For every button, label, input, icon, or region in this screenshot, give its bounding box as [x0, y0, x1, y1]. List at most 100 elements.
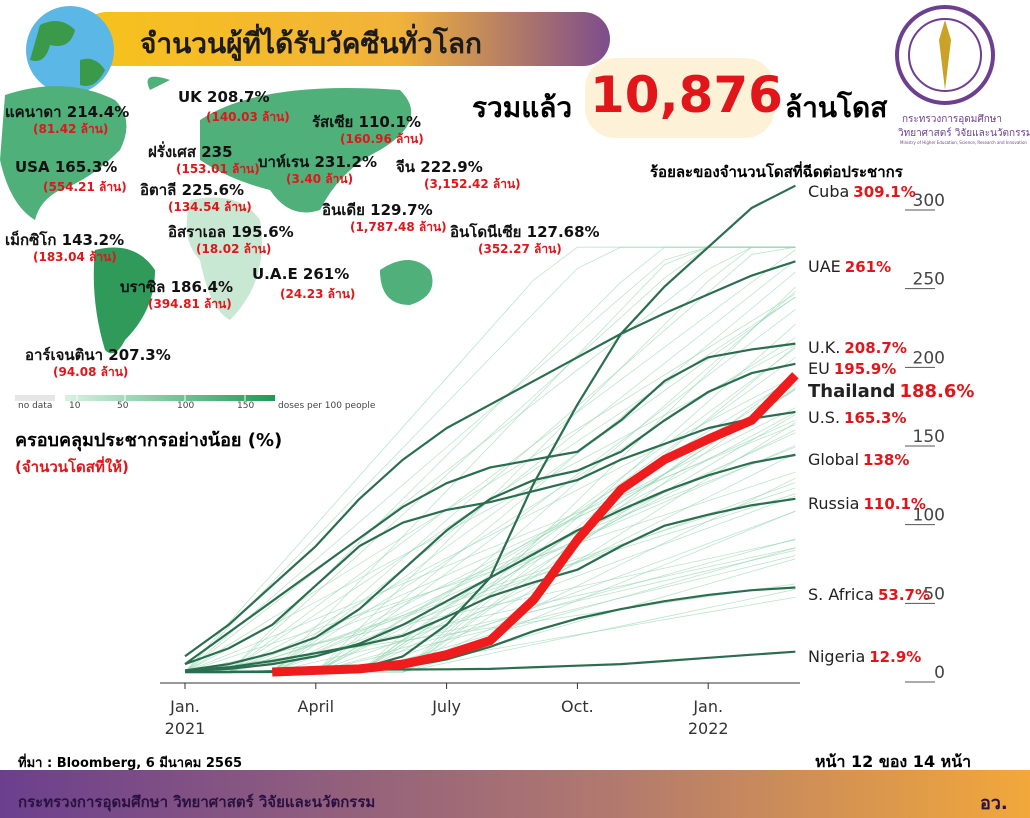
header-bar — [80, 12, 610, 66]
country-doses: (1,787.48 ล้าน) — [350, 220, 447, 234]
country-label: อินเดีย 129.7% — [322, 201, 433, 219]
map-legend-none: no data — [18, 401, 53, 411]
background-line — [185, 246, 796, 673]
logo-line: วิทยาศาสตร์ วิจัยและนวัตกรรม — [898, 128, 1030, 139]
y-tick-label: 250 — [913, 270, 945, 290]
ministry: กระทรวงการอุดมศึกษา วิทยาศาสตร์ วิจัยและ… — [18, 793, 376, 811]
country-doses: (81.42 ล้าน) — [33, 122, 109, 136]
map-legend-tick: 10 — [69, 401, 81, 411]
country-label: บาห์เรน 231.2% — [258, 153, 377, 171]
background-line — [185, 419, 796, 673]
background-line — [185, 259, 796, 673]
background-line — [184, 424, 796, 673]
background-line — [185, 432, 796, 673]
value-label: 138% — [863, 451, 909, 469]
page-number: หน้า 12 ของ 14 หน้า — [815, 752, 972, 771]
series-name: Russia — [808, 494, 859, 513]
map-eurasia — [200, 88, 412, 213]
total-value: 10,876 — [590, 66, 783, 124]
map-legend-tick: 50 — [117, 401, 129, 411]
y-tick-label: 50 — [923, 584, 945, 604]
x-tick-label: April — [297, 697, 335, 716]
country-label: เม็กซิโก 143.2% — [5, 231, 125, 249]
country-doses: (140.03 ล้าน) — [206, 110, 290, 124]
value-label: 261% — [845, 258, 891, 276]
map-legend-unit: doses per 100 people — [278, 401, 376, 411]
value-label: 53.7% — [878, 586, 930, 604]
country-doses: (3,152.42 ล้าน) — [424, 177, 521, 191]
value-label: 188.6% — [899, 381, 974, 402]
value-label: 195.9% — [834, 360, 896, 378]
country-doses: (394.81 ล้าน) — [148, 297, 232, 311]
logo-ring — [908, 18, 982, 92]
country-label: USA 165.3% — [15, 158, 118, 176]
series-name: Global — [808, 450, 859, 469]
country-label: แคนาดา 214.4% — [5, 103, 130, 121]
country-doses: (153.01 ล้าน) — [176, 162, 260, 176]
country-label: UK 208.7% — [178, 88, 270, 106]
x-tick-label: Oct. — [561, 697, 594, 716]
coverage-title: ครอบคลุมประชากรอย่างน้อย (%) — [15, 430, 283, 451]
map-south-america — [93, 247, 155, 354]
country-doses: (352.27 ล้าน) — [478, 242, 562, 256]
chart-title: ร้อยละของจำนวนโดสที่ฉีดต่อประชากร — [650, 163, 903, 181]
value-label: 165.3% — [844, 409, 906, 427]
country-doses: (554.21 ล้าน) — [43, 180, 127, 194]
y-tick-label: 100 — [913, 506, 945, 526]
background-line — [185, 407, 796, 673]
background-line — [185, 286, 796, 673]
map-australia — [380, 260, 433, 305]
country-label: U.A.E 261% — [252, 265, 350, 283]
background-line — [185, 555, 796, 673]
series-name: U.S. — [808, 408, 840, 427]
map — [0, 76, 433, 354]
background-line — [184, 344, 796, 673]
total-bg — [585, 58, 775, 138]
value-label: 12.9% — [869, 648, 921, 666]
country-label: จีน 222.9% — [396, 158, 483, 176]
country-label: อิสราเอล 195.6% — [168, 223, 294, 241]
background-line — [184, 246, 796, 673]
logo-trident — [939, 20, 951, 90]
y-tick-label: 300 — [913, 191, 945, 211]
country-doses: (24.23 ล้าน) — [280, 287, 356, 301]
map-legend-bar — [65, 395, 275, 401]
map-africa — [186, 197, 262, 320]
series-line — [184, 453, 796, 673]
source: ที่มา : Bloomberg, 6 มีนาคม 2565 — [18, 756, 243, 771]
series-line — [184, 342, 796, 666]
globe-land — [30, 21, 105, 86]
map-north-america — [0, 86, 127, 220]
x-tick-label: Jan. 2021 — [164, 697, 206, 738]
background-line — [184, 293, 796, 673]
series-line — [184, 410, 796, 666]
country-doses: (183.04 ล้าน) — [33, 250, 117, 264]
background-line — [184, 539, 796, 673]
logo-line: Ministry of Higher Education, Science, R… — [900, 140, 1027, 145]
background-line — [185, 249, 796, 673]
x-tick-label: July — [432, 697, 461, 716]
background-line — [185, 375, 796, 673]
series-name: Thailand — [808, 381, 895, 402]
background-line — [184, 246, 796, 673]
value-label: 208.7% — [844, 339, 906, 357]
map-legend-tick: 150 — [237, 401, 255, 411]
plot: 0 50 100 150 200 250 300 Cuba 309.1% UAE 261% U.K. 2… — [160, 182, 974, 689]
map-legend-tick: 100 — [177, 401, 195, 411]
series-line — [184, 260, 796, 658]
map-legend-nodata — [15, 395, 55, 401]
background-line — [184, 246, 796, 673]
country-label: อาร์เจนตินา 207.3% — [25, 346, 171, 364]
footer-bar — [0, 770, 1030, 818]
coverage-subtitle: (จำนวนโดสที่ให้) — [15, 458, 129, 476]
total-suffix: ล้านโดส — [785, 91, 888, 124]
total-prefix: รวมแล้ว — [472, 91, 573, 124]
background-line — [185, 246, 796, 673]
country-label: รัสเซีย 110.1% — [312, 113, 422, 131]
country-label: บราซิล 186.4% — [120, 278, 234, 296]
country-doses: (94.08 ล้าน) — [53, 365, 129, 379]
logo-line: กระทรวงการอุดมศึกษา — [902, 114, 1002, 125]
country-label: อินโดนีเซีย 127.68% — [450, 223, 600, 241]
